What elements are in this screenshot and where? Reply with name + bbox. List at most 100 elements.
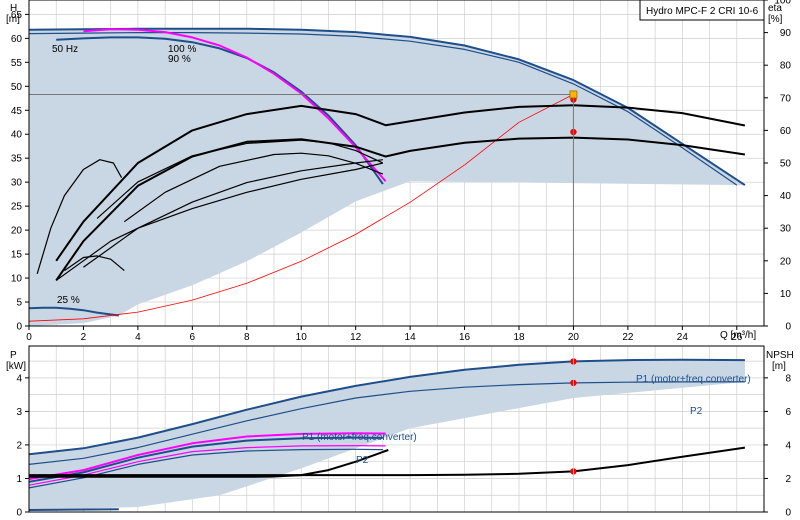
y2-tick-label: 100 — [774, 0, 791, 7]
bottom-series-group — [28, 346, 746, 512]
y2-tick-label: 6 — [785, 407, 791, 418]
y2-tick-label: 0 — [785, 508, 791, 519]
label-p1-right: P1 (motor+freq.converter) — [636, 374, 751, 385]
series-line-eta_total_100 — [55, 104, 746, 262]
y-tick-label: 3 — [16, 407, 22, 418]
y-axis-label: H — [10, 3, 17, 14]
series-line-P2_100 — [28, 381, 745, 465]
y2-tick-label: 8 — [785, 373, 791, 384]
duty-point-marker — [569, 90, 578, 99]
top-ticks: 0 2 4 6 8 10 12 14 16 18 20 22 24 2605101520253035404… — [11, 0, 792, 343]
series-line-head_90 — [56, 36, 384, 185]
y-tick-label: 4 — [16, 373, 22, 384]
y-tick-label: 25 — [11, 202, 23, 213]
x-tick-label: 10 — [296, 332, 308, 343]
series-line-P1_25 — [28, 508, 119, 511]
x-tick-label: 8 — [244, 332, 250, 343]
title-box — [639, 0, 765, 21]
x-tick-label: 22 — [622, 332, 634, 343]
y-tick-label: 10 — [11, 274, 23, 285]
y2-tick-label: 30 — [780, 224, 792, 235]
x-tick-label: 26 — [731, 332, 743, 343]
x-tick-label: 18 — [513, 332, 525, 343]
series-line-head_100_outer — [28, 27, 746, 186]
y-tick-label: 5 — [16, 298, 22, 309]
operating-area — [29, 28, 745, 327]
label-p2-right: P2 — [690, 406, 703, 417]
top-operating-region — [29, 28, 745, 327]
series-line-eta_sub_upper — [96, 139, 384, 219]
y-tick-label: 15 — [11, 250, 23, 261]
y-tick-label: 30 — [11, 178, 23, 189]
annotation-90pct: 90 % — [168, 54, 191, 65]
power-npsh-panel: 0 1 2 3 4 0 2 4 6 8 P [kW] NPSH [m] P1 (motor+fre… — [6, 345, 794, 519]
y2-tick-label: 40 — [780, 191, 792, 202]
y-tick-label: 50 — [11, 82, 23, 93]
x-tick-label: 6 — [190, 332, 196, 343]
y-tick-label: 65 — [11, 10, 23, 21]
top-series-group — [28, 27, 746, 326]
x-tick-label: 0 — [26, 332, 32, 343]
x-tick-label: 14 — [405, 332, 417, 343]
x-tick-label: 20 — [568, 332, 580, 343]
head-efficiency-panel: 0 2 4 6 8 10 12 14 16 18 20 22 24 2605101520253035404… — [6, 0, 791, 343]
p-axis-label: P — [10, 350, 17, 361]
y2-tick-label: 20 — [780, 256, 792, 267]
y2-tick-label: 90 — [780, 28, 792, 39]
y-tick-label: 60 — [11, 34, 23, 45]
series-line-NPSH_100 — [29, 446, 746, 477]
series-line-P1_limit — [28, 432, 386, 481]
y2-tick-label: 4 — [785, 440, 791, 451]
x-tick-label: 2 — [81, 332, 87, 343]
y2-tick-label: 10 — [780, 289, 792, 300]
series-line-eta_small_speed — [36, 159, 123, 274]
series-line-eta_sub_lower — [123, 152, 384, 223]
y-tick-label: 45 — [11, 106, 23, 117]
chart-title: Hydro MPC-F 2 CRI 10-6 — [646, 6, 759, 17]
bottom-ticks: 0 1 2 3 4 0 2 4 6 8 — [16, 373, 791, 518]
series-line-eta_sub_low — [55, 162, 384, 281]
y2-tick-label: 50 — [780, 159, 792, 170]
series-line-eta_total_90 — [55, 136, 746, 281]
series-line-P1_90 — [28, 436, 383, 483]
y2-tick-label: 0 — [785, 322, 791, 333]
y-axis-unit: [m] — [6, 14, 20, 25]
y-tick-label: 0 — [16, 322, 22, 333]
series-line-system_curve — [28, 94, 574, 322]
npsh-axis-label: NPSH — [766, 350, 794, 361]
annotation-25pct: 25 % — [57, 295, 80, 306]
y-tick-label: 20 — [11, 226, 23, 237]
x-tick-label: 4 — [135, 332, 141, 343]
series-line-speed_limit — [83, 28, 387, 182]
series-line-eta_tiny — [64, 255, 125, 272]
p-axis-unit: [kW] — [6, 361, 26, 372]
operating-area — [29, 359, 745, 511]
x-tick-label: 12 — [350, 332, 362, 343]
y2-axis-unit: [%] — [768, 14, 783, 25]
series-line-NPSH_90 — [29, 449, 389, 478]
label-p2-left: P2 — [356, 455, 369, 466]
series-line-P2_limit — [28, 445, 386, 486]
y-tick-label: 35 — [11, 154, 23, 165]
x-axis-label: Q [m³/h] — [720, 330, 756, 341]
annotation-100pct: 100 % — [168, 44, 196, 55]
y2-tick-label: 70 — [780, 93, 792, 104]
y2-tick-label: 80 — [780, 61, 792, 72]
annotation-50hz: 50 Hz — [52, 44, 78, 55]
bottom-operating-region — [29, 359, 745, 511]
top-plot-frame — [28, 0, 765, 327]
y2-tick-label: 2 — [785, 474, 791, 485]
x-tick-label: 16 — [459, 332, 471, 343]
y-tick-label: 1 — [16, 474, 22, 485]
series-line-head_25 — [28, 306, 119, 317]
y-tick-label: 2 — [16, 440, 22, 451]
y-tick-label: 40 — [11, 130, 23, 141]
npsh-axis-unit: [m] — [772, 361, 786, 372]
y-tick-label: 55 — [11, 58, 23, 69]
y2-tick-label: 60 — [780, 126, 792, 137]
y2-axis-label: eta — [768, 3, 782, 14]
x-tick-label: 24 — [677, 332, 689, 343]
bottom-plot-frame — [28, 345, 765, 513]
series-line-P1_100 — [28, 358, 745, 456]
